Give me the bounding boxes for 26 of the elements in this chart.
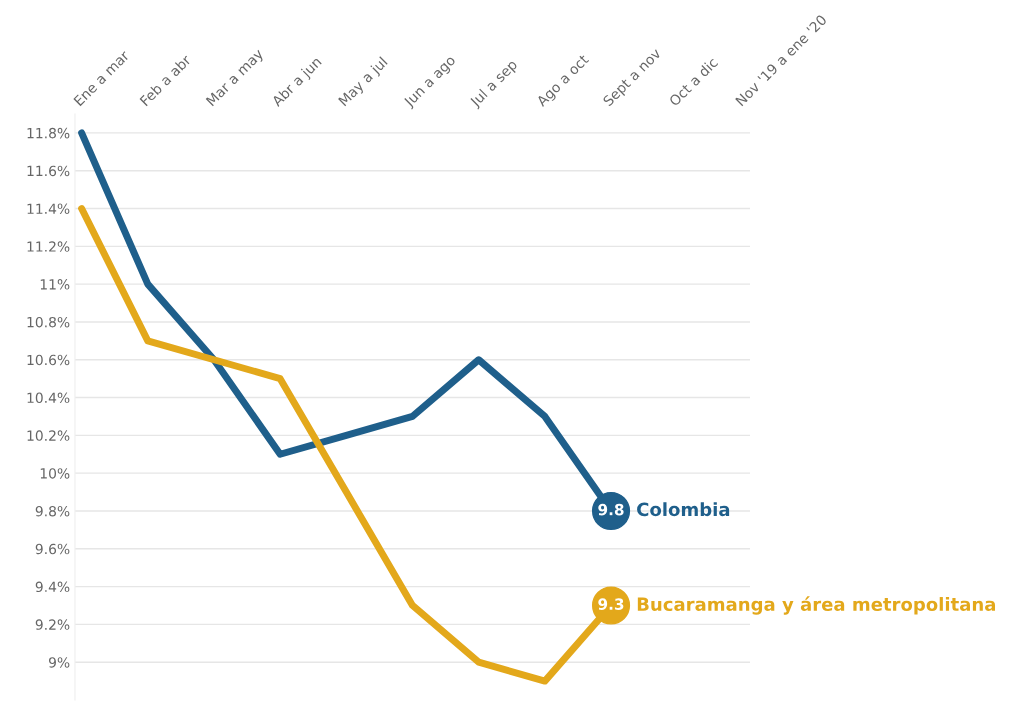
series-label: Bucaramanga y área metropolitana [637, 596, 996, 615]
y-tick-label: 9.6% [35, 543, 70, 555]
y-tick-label: 11.4% [27, 203, 70, 214]
x-tick-label: Nov '19 a ene '20 [735, 14, 828, 107]
x-tick-label: Abr a jun [270, 56, 324, 110]
y-tick-label: 11.8% [27, 127, 70, 139]
series-label: Colombia [637, 502, 730, 517]
x-tick-label: Jul a sep [468, 58, 520, 110]
y-tick-label: 10.2% [27, 430, 70, 441]
y-tick-label: 10.8% [27, 316, 70, 328]
x-tick-label: Feb a abr [139, 53, 192, 107]
x-tick-label: Oct a dic [668, 56, 719, 107]
data-label: 9.3 [598, 598, 624, 610]
y-tick-label: 11.6% [27, 165, 70, 177]
data-label: 9.8 [598, 503, 624, 516]
y-tick-label: 11.2% [27, 241, 70, 252]
x-tick-label: Jun a ago [402, 54, 458, 110]
y-tick-label: 9% [48, 657, 70, 668]
y-tick-label: 10% [40, 468, 70, 479]
y-tick-label: 10.4% [27, 392, 70, 404]
y-tick-label: 11% [40, 279, 70, 290]
y-tick-label: 9.2% [35, 619, 70, 630]
y-tick-label: 9.4% [35, 581, 70, 593]
x-tick-label: Ago a oct [535, 53, 592, 110]
y-tick-label: 10.6% [27, 354, 70, 366]
y-tick-label: 9.8% [35, 505, 70, 517]
